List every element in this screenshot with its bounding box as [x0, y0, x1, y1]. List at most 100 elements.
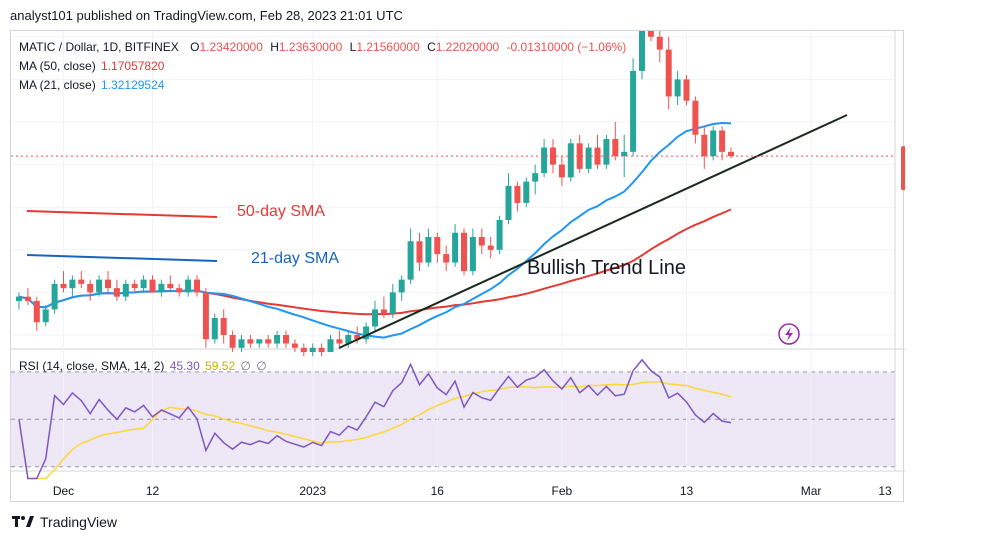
candle-down: [60, 271, 67, 293]
candle-body: [719, 130, 726, 152]
candle-body: [318, 347, 325, 353]
rsi-sma-line: [18, 381, 732, 480]
candle-down: [416, 232, 423, 272]
candle-down: [647, 31, 654, 42]
candle-body: [407, 241, 414, 280]
candle-body: [567, 143, 574, 178]
candle-body: [69, 279, 76, 289]
candle-body: [336, 339, 343, 344]
candle-body: [505, 185, 512, 220]
candle-body: [327, 339, 334, 353]
candle-up: [96, 275, 103, 297]
candle-down: [318, 343, 325, 357]
ohlc-high-value: 1.23630000: [278, 40, 343, 54]
candle-body: [710, 130, 717, 157]
time-tick-label: 13: [680, 484, 694, 498]
rsi-value: 45.30: [169, 359, 200, 373]
candle-body: [469, 237, 476, 272]
candle-down: [665, 36, 672, 110]
candle-up: [469, 228, 476, 276]
candle-down: [656, 31, 663, 63]
candle-down: [300, 343, 307, 357]
candle-body: [692, 100, 699, 135]
candle-body: [274, 335, 281, 344]
candle-body: [656, 36, 663, 50]
candle-body: [496, 219, 503, 250]
candle-down: [176, 283, 183, 297]
candle-down: [576, 134, 583, 174]
candle-body: [532, 173, 539, 182]
candle-down: [461, 228, 467, 276]
ma21-value: 1.32129524: [101, 78, 165, 92]
candle-up: [532, 164, 539, 195]
candle-down: [24, 288, 31, 306]
chart-canvas[interactable]: Dec 12 2023 16 Feb 13 Mar 13 50-day SMA 21-day SM…: [11, 31, 905, 503]
candle-body: [647, 31, 654, 37]
candle-body: [96, 279, 103, 293]
ma50-value: 1.17057820: [101, 59, 165, 73]
candle-down: [558, 156, 565, 186]
candle-body: [283, 335, 289, 344]
candle-up: [585, 143, 592, 174]
candle-down: [291, 339, 298, 353]
candle-up: [238, 335, 245, 353]
candle-body: [701, 134, 708, 157]
candle-body: [238, 339, 245, 348]
candle-body: [185, 279, 192, 293]
candle-down: [202, 288, 209, 348]
ohlc-close-value: 1.22020000: [435, 40, 500, 54]
ma21-label: MA (21, close): [19, 78, 96, 92]
candle-body: [452, 232, 459, 263]
time-tick-label: 12: [146, 484, 160, 498]
candle-up: [16, 292, 22, 310]
chart-frame[interactable]: Dec 12 2023 16 Feb 13 Mar 13 50-day SMA 21-day SM…: [10, 30, 905, 503]
candle-body: [487, 245, 494, 250]
rsi-legend[interactable]: RSI (14, close, SMA, 14, 2) 45.30 59.52 …: [19, 359, 267, 373]
candle-down: [443, 245, 450, 272]
candle-body: [478, 237, 485, 246]
candle-body: [558, 164, 565, 178]
symbol-legend[interactable]: MATIC / Dollar, 1D, BITFINEX O1.23420000…: [19, 40, 626, 54]
ma50-legend[interactable]: MA (50, close) 1.17057820: [19, 59, 164, 73]
candle-body: [639, 31, 645, 71]
candle-up: [363, 322, 370, 344]
candle-up: [140, 275, 147, 293]
rsi-sma-value: 59.52: [205, 359, 236, 373]
candle-down: [728, 147, 734, 159]
candle-up: [327, 335, 334, 353]
candle-down: [283, 330, 289, 348]
ohlc-low-value: 1.21560000: [356, 40, 420, 54]
candle-up: [185, 275, 192, 297]
ohlc-high-key: H: [270, 40, 279, 54]
candle-up: [256, 339, 263, 348]
candle-body: [683, 79, 690, 101]
candle-body: [398, 279, 405, 293]
candle-body: [443, 254, 450, 263]
sma50-annotation: 50-day SMA: [237, 203, 325, 220]
rsi-line: [18, 358, 732, 480]
candle-body: [60, 283, 67, 289]
candle-up: [122, 279, 129, 301]
candle-up: [158, 279, 165, 297]
candle-body: [674, 79, 681, 97]
candle-body: [380, 309, 387, 314]
candle-body: [372, 309, 378, 327]
ma21-legend[interactable]: MA (21, close) 1.32129524: [19, 78, 164, 92]
candle-body: [425, 237, 432, 263]
candle-up: [630, 58, 637, 157]
candle-down: [33, 296, 40, 331]
candle-body: [665, 49, 672, 97]
candle-body: [300, 347, 307, 353]
candle-up: [389, 283, 396, 318]
time-tick-label: 2023: [299, 484, 326, 498]
candle-body: [612, 139, 619, 157]
candle-down: [131, 279, 138, 293]
candle-down: [167, 275, 174, 293]
tradingview-logo[interactable]: TradingView: [12, 514, 117, 530]
ma21-line: [18, 122, 732, 339]
candle-up: [523, 177, 530, 208]
candle-down: [220, 309, 227, 344]
candle-down: [87, 279, 94, 301]
candle-up: [425, 228, 432, 267]
candle-body: [176, 288, 183, 293]
